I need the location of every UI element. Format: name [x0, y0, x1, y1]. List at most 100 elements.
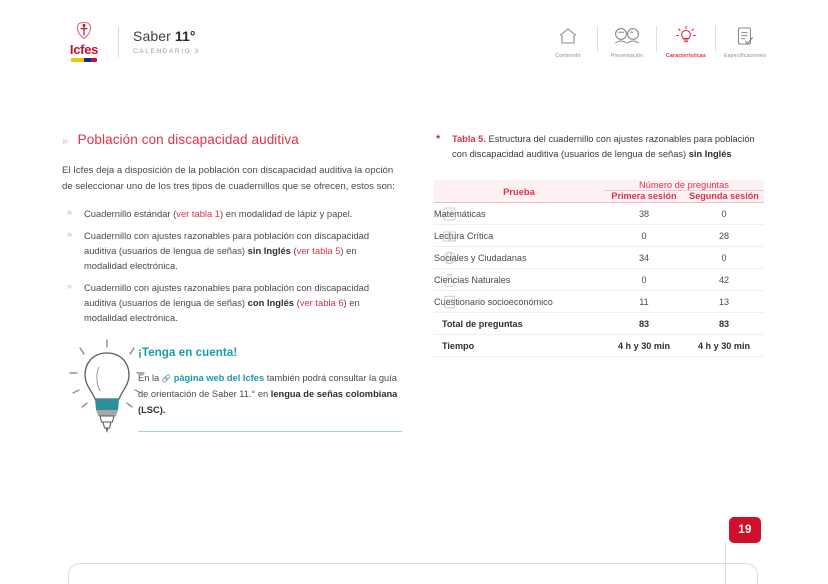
nav-item-presentacion[interactable]: Presentación [598, 24, 656, 59]
cell-segunda-sesion: 0 [684, 202, 764, 226]
text-run: ( [294, 297, 300, 309]
colombia-flag-icon [71, 58, 97, 62]
cell-primera-sesion: 38 [604, 202, 684, 226]
page-header: Icfes Saber 11° CALENDARIO 3 [0, 0, 828, 72]
brand-text: Saber 11° CALENDARIO 3 [133, 28, 200, 54]
cell-total-primera: 83 [604, 312, 684, 336]
math-icon [442, 206, 457, 221]
top-navigation: Contenido Presentación [539, 24, 774, 59]
people-icon [612, 24, 642, 48]
document-title: Saber 11° [133, 28, 200, 44]
survey-icon [442, 294, 457, 309]
emphasis-text: con Inglés [247, 297, 295, 309]
list-item: Cuadernillo con ajustes razonables para … [62, 279, 402, 325]
lightbulb-illustration [66, 337, 148, 437]
document-title-bold: 11° [174, 28, 196, 45]
cell-total-label: Total de preguntas [434, 312, 604, 336]
cell-segunda-sesion: 28 [684, 224, 764, 248]
document-title-plain: Saber [133, 28, 175, 45]
emphasis-text: lengua de señas colombiana (LSC). [138, 389, 398, 416]
brand[interactable]: Icfes Saber 11° CALENDARIO 3 [62, 21, 200, 62]
col-header-group: Número de preguntas [604, 180, 764, 192]
cell-segunda-sesion: 13 [684, 290, 764, 314]
table-reference-link[interactable]: ver tabla 6 [299, 297, 344, 309]
table-row-total: Total de preguntas 83 83 [434, 312, 764, 336]
text-run: Cuadernillo con ajustes razonables para … [84, 282, 370, 309]
section-marker-icon: » [62, 136, 68, 147]
cuadernillo-list: Cuadernillo estándar (ver tabla 1) en mo… [62, 205, 402, 325]
nav-label-presentacion: Presentación [610, 53, 644, 59]
right-column: Tabla 5. Estructura del cuadernillo con … [434, 132, 764, 358]
nav-item-contenido[interactable]: Contenido [539, 24, 597, 59]
table-row: Matemáticas 38 0 [434, 202, 764, 226]
cell-tiempo-label: Tiempo [434, 334, 604, 358]
cell-prueba: Ciencias Naturales [434, 268, 604, 292]
reading-icon [442, 228, 457, 243]
text-run: ( [290, 245, 297, 257]
table-row: Cuestionario socioeconómico 11 13 [434, 290, 764, 314]
clipboard-check-icon [734, 24, 756, 48]
table-caption: Tabla 5. Estructura del cuadernillo con … [434, 132, 764, 162]
nav-divider-3 [715, 26, 716, 52]
intro-paragraph: El Icfes deja a disposición de la poblac… [62, 165, 395, 192]
list-item: Cuadernillo con ajustes razonables para … [62, 227, 402, 273]
callout-text: En la 🔗 página web del Icfes también pod… [138, 371, 402, 419]
table-reference-link[interactable]: ver tabla 5 [296, 245, 341, 257]
table-caption-label: Tabla 5. [452, 134, 486, 144]
table-reference-link[interactable]: ver tabla 1 [176, 208, 221, 220]
cell-prueba: Lectura Crítica [434, 224, 604, 248]
cell-segunda-sesion: 0 [684, 246, 764, 270]
tenga-en-cuenta-callout: ¡Tenga en cuenta! En la 🔗 página web del… [62, 339, 402, 442]
cell-segunda-sesion: 42 [684, 268, 764, 292]
document-subtitle: CALENDARIO 3 [133, 47, 200, 55]
prueba-name: Ciencias Naturales [434, 274, 511, 285]
estructura-cuadernillo-table: Prueba Número de preguntas Primera sesió… [434, 180, 764, 358]
col-header-prueba: Prueba [434, 180, 604, 204]
nav-label-caracteristicas: Características [665, 53, 707, 59]
table-caption-text: Estructura del cuadernillo con ajustes r… [452, 134, 755, 160]
globe-icon [442, 250, 457, 265]
flask-icon [442, 272, 457, 287]
left-column: » Población con discapacidad auditiva El… [62, 132, 402, 442]
nav-item-especificaciones[interactable]: Especificaciones [716, 24, 774, 59]
callout-body: ¡Tenga en cuenta! En la 🔗 página web del… [138, 347, 402, 442]
icfes-shield-icon [71, 21, 97, 42]
cell-primera-sesion: 0 [604, 224, 684, 248]
list-item: Cuadernillo estándar (ver tabla 1) en mo… [62, 205, 402, 221]
icfes-wordmark: Icfes [69, 42, 99, 57]
table-row-tiempo: Tiempo 4 h y 30 min 4 h y 30 min [434, 334, 764, 358]
prueba-name: Matemáticas [434, 208, 486, 219]
text-run: ) en modalidad de lápiz y papel. [220, 208, 353, 220]
cell-tiempo-segunda: 4 h y 30 min [684, 334, 764, 358]
cell-tiempo-primera: 4 h y 30 min [604, 334, 684, 358]
table-caption-bold: sin Inglés [688, 149, 732, 160]
lightbulb-icon [675, 24, 697, 48]
callout-divider [138, 431, 402, 433]
icfes-logo[interactable]: Icfes [62, 21, 106, 62]
cell-total-segunda: 83 [684, 312, 764, 336]
nav-label-contenido: Contenido [555, 53, 581, 59]
brand-divider [118, 26, 119, 57]
page-title: » Población con discapacidad auditiva [62, 132, 402, 147]
home-icon [557, 24, 579, 48]
col-header-primera-sesion: Primera sesión [604, 190, 684, 204]
table-row: Ciencias Naturales 0 42 [434, 268, 764, 292]
link-icon: 🔗 [161, 374, 172, 384]
cell-prueba: Sociales y Ciudadanas [434, 246, 604, 270]
footer-frame-decoration [68, 563, 758, 584]
callout-title: ¡Tenga en cuenta! [138, 347, 238, 360]
text-run: Cuadernillo con ajustes razonables para … [84, 230, 370, 257]
nav-label-especificaciones: Especificaciones [724, 53, 766, 59]
table-row: Lectura Crítica 0 28 [434, 224, 764, 248]
nav-divider-2 [656, 26, 657, 52]
cell-prueba: Matemáticas [434, 202, 604, 226]
icfes-web-link[interactable]: página web del Icfes [171, 373, 265, 384]
text-run: ) en modalidad electrónica. [84, 245, 357, 272]
nav-item-caracteristicas[interactable]: Características [657, 24, 715, 59]
table-head: Prueba Número de preguntas Primera sesió… [434, 180, 764, 204]
cell-primera-sesion: 34 [604, 246, 684, 270]
table-body: Matemáticas 38 0 Lectura Crítica 0 28 Sociales… [434, 202, 764, 358]
text-run: ) en modalidad electrónica. [84, 297, 360, 324]
cell-primera-sesion: 0 [604, 268, 684, 292]
